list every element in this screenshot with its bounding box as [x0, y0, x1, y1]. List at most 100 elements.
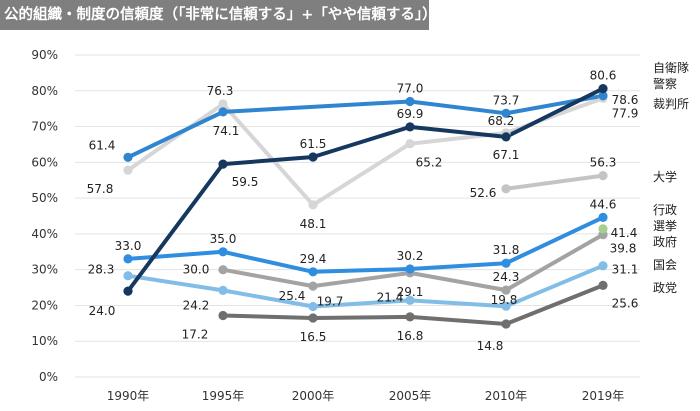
data-point: [598, 91, 608, 101]
data-point: [501, 285, 511, 295]
data-label: 29.4: [300, 252, 327, 266]
data-label: 29.1: [397, 285, 424, 299]
data-point: [501, 258, 511, 268]
y-tick-label: 70%: [31, 120, 58, 134]
y-tick-label: 90%: [31, 48, 58, 62]
y-tick-label: 20%: [31, 298, 58, 312]
data-label: 52.6: [470, 186, 497, 200]
series-line-7: [127, 263, 604, 309]
data-point: [308, 313, 318, 323]
data-point: [598, 224, 608, 234]
series-line-0: [126, 86, 604, 293]
y-tick-label: 30%: [31, 263, 58, 277]
data-point: [501, 319, 511, 329]
y-tick-label: 10%: [31, 334, 58, 348]
data-label: 30.2: [397, 249, 424, 263]
data-point: [218, 265, 228, 275]
series-line-3: [505, 173, 604, 191]
legend-item: 自衛隊: [653, 60, 689, 75]
data-label: 24.2: [183, 298, 210, 312]
y-tick-label: 40%: [31, 227, 58, 241]
data-label: 31.8: [493, 243, 520, 257]
data-label: 16.5: [300, 330, 327, 344]
data-label: 80.6: [590, 69, 617, 83]
data-label: 59.5: [232, 175, 259, 189]
data-point: [598, 261, 608, 271]
data-point: [405, 139, 415, 149]
data-point: [218, 159, 228, 169]
data-label: 16.8: [397, 329, 424, 343]
data-label: 17.2: [182, 327, 209, 341]
x-tick-label: 1995年: [202, 389, 245, 403]
data-label: 61.4: [89, 138, 116, 152]
data-label: 25.4: [279, 289, 306, 303]
data-label: 24.0: [89, 304, 116, 318]
legend-item: 大学: [653, 169, 677, 184]
data-point: [501, 132, 511, 142]
data-point: [598, 171, 608, 181]
data-label: 67.1: [493, 148, 520, 162]
data-label: 74.1: [213, 124, 240, 138]
legend-item: 警察: [653, 76, 677, 91]
data-label: 14.8: [477, 339, 504, 353]
data-label: 57.8: [87, 182, 114, 196]
legend-item: 選挙: [653, 219, 677, 233]
data-label: 25.6: [612, 296, 639, 310]
data-label: 56.3: [590, 156, 617, 170]
data-point: [405, 122, 415, 132]
data-point: [218, 107, 228, 117]
data-label: 44.6: [590, 197, 617, 211]
data-point: [501, 301, 511, 311]
x-tick-label: 2010年: [485, 389, 528, 403]
data-label: 68.2: [488, 114, 515, 128]
y-tick-label: 0%: [39, 370, 58, 384]
data-point: [308, 152, 318, 162]
data-point: [218, 247, 228, 257]
data-point: [218, 310, 228, 321]
legend-item: 行政: [653, 203, 677, 217]
data-label: 35.0: [210, 232, 237, 246]
y-tick-label: 50%: [31, 191, 58, 205]
data-label: 73.7: [493, 93, 520, 107]
x-tick-label: 2000年: [292, 389, 335, 403]
data-label: 48.1: [300, 217, 327, 231]
data-label: 61.5: [300, 137, 327, 151]
x-tick-label: 1990年: [107, 389, 150, 403]
data-point: [501, 184, 511, 194]
legend-item: 政党: [653, 280, 677, 295]
chart-title: 公的組織・制度の信頼度（「非常に信頼する」+「やや信頼する」）: [0, 0, 429, 30]
data-point: [405, 312, 415, 322]
data-label: 28.3: [88, 263, 115, 277]
data-label: 41.4: [611, 226, 638, 240]
data-label: 77.9: [612, 106, 639, 120]
data-point: [598, 212, 608, 222]
legend-item: 裁判所: [653, 97, 689, 111]
data-label: 31.1: [612, 263, 639, 277]
data-label: 24.3: [493, 270, 520, 284]
y-tick-label: 80%: [31, 84, 58, 98]
series-line-2: [126, 96, 604, 207]
series-line-4: [127, 215, 604, 274]
x-tick-label: 2005年: [389, 389, 432, 403]
data-point: [123, 165, 133, 175]
legend-item: 政府: [653, 234, 677, 249]
data-point: [405, 96, 415, 107]
data-label: 21.4: [377, 290, 404, 304]
x-tick-label: 2019年: [582, 389, 625, 403]
data-label: 65.2: [416, 156, 443, 170]
data-label: 39.8: [610, 242, 637, 256]
data-point: [308, 301, 318, 312]
data-point: [123, 286, 133, 296]
data-label: 19.8: [491, 293, 518, 307]
data-label: 77.0: [397, 82, 424, 96]
legend-item: 国会: [653, 258, 677, 272]
data-label: 30.0: [183, 263, 210, 277]
data-label: 76.3: [207, 84, 234, 98]
data-point: [123, 254, 133, 264]
data-point: [123, 271, 133, 281]
data-label: 78.6: [612, 93, 639, 107]
data-point: [308, 200, 318, 210]
data-point: [598, 84, 608, 94]
data-label: 19.7: [317, 295, 344, 309]
